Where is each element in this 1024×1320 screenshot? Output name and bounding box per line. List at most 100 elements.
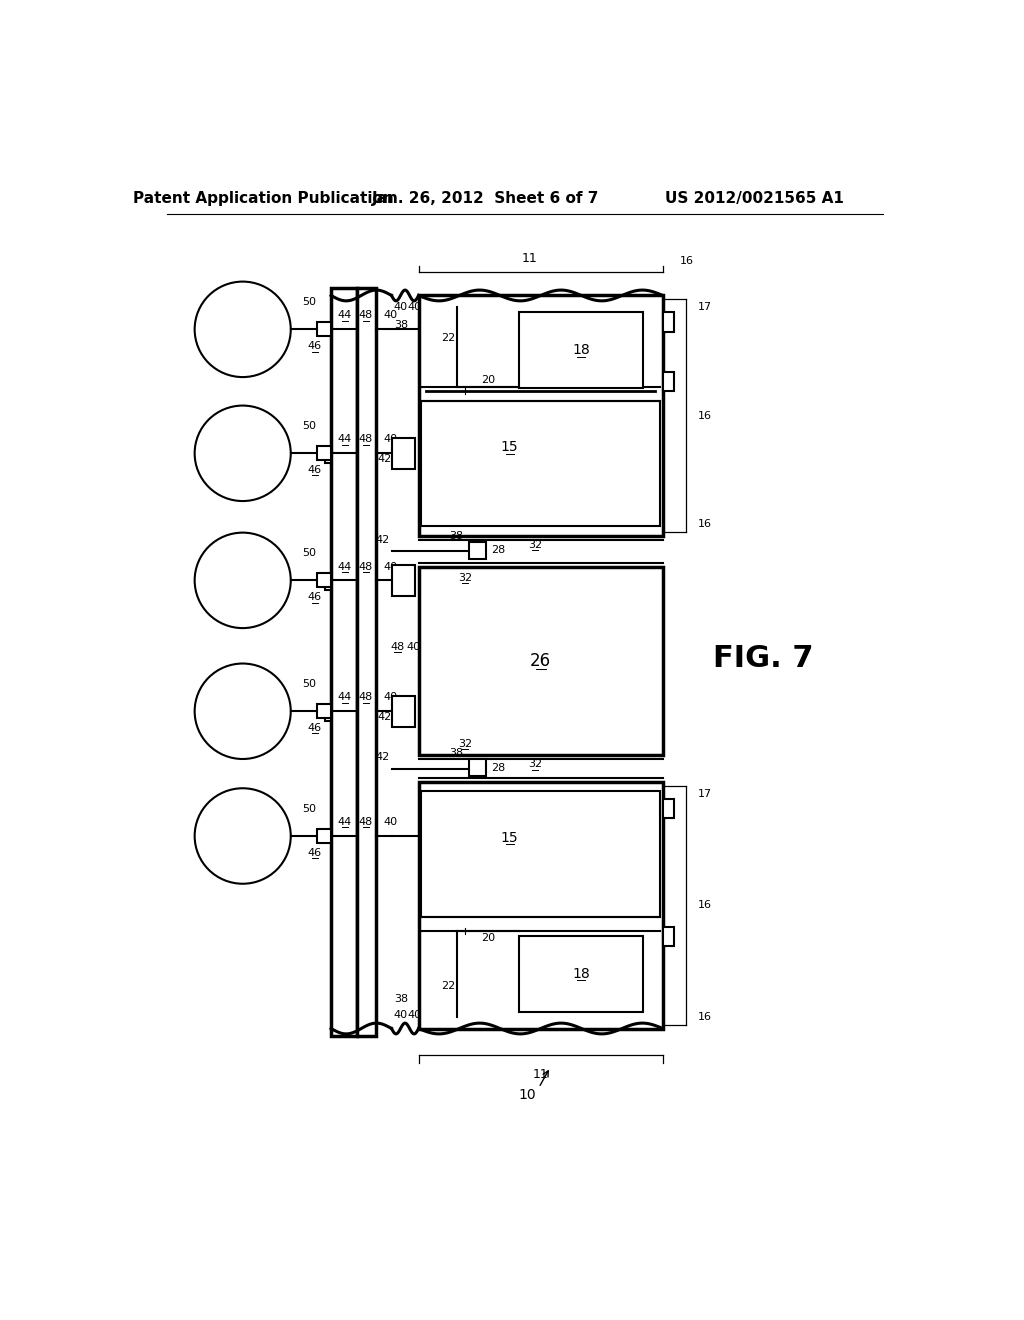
Text: US 2012/0021565 A1: US 2012/0021565 A1 — [665, 191, 844, 206]
Bar — [356, 288, 376, 1036]
Text: 22: 22 — [441, 981, 456, 991]
Bar — [391, 438, 415, 469]
Text: 40: 40 — [394, 302, 408, 312]
Text: 16: 16 — [697, 1012, 712, 1022]
Text: 26: 26 — [530, 652, 551, 669]
Text: 22: 22 — [441, 333, 456, 343]
Bar — [469, 759, 486, 776]
Bar — [421, 401, 660, 527]
Text: 52: 52 — [233, 833, 252, 847]
Text: 50: 50 — [302, 548, 316, 558]
Bar — [419, 296, 663, 536]
Text: 15: 15 — [501, 440, 518, 454]
Text: 32: 32 — [458, 739, 472, 748]
Text: 18: 18 — [572, 343, 590, 358]
Bar — [421, 792, 660, 917]
Text: 48: 48 — [358, 817, 373, 828]
Text: 32: 32 — [527, 540, 542, 550]
Text: FIG. 7: FIG. 7 — [714, 644, 814, 673]
Text: 48: 48 — [358, 561, 373, 572]
Text: 48: 48 — [358, 310, 373, 321]
Bar — [317, 446, 331, 461]
Text: 50: 50 — [302, 804, 316, 814]
Text: 44: 44 — [338, 310, 352, 321]
Text: 10: 10 — [518, 1089, 536, 1102]
Text: 46: 46 — [308, 342, 322, 351]
Text: 15: 15 — [501, 830, 518, 845]
Bar — [325, 574, 331, 590]
Text: 40: 40 — [384, 310, 398, 321]
Bar — [663, 927, 675, 946]
Text: 38: 38 — [450, 748, 464, 758]
Text: 28: 28 — [492, 545, 506, 556]
Text: 52: 52 — [233, 450, 252, 465]
Text: 32: 32 — [527, 759, 542, 770]
Text: 16: 16 — [697, 411, 712, 421]
Text: 48: 48 — [358, 434, 373, 445]
Text: 44: 44 — [338, 434, 352, 445]
Text: 20: 20 — [481, 375, 496, 385]
Bar — [317, 573, 331, 587]
Bar — [419, 781, 663, 1028]
Text: 38: 38 — [394, 319, 408, 330]
Text: 11: 11 — [532, 1068, 549, 1081]
Text: 17: 17 — [697, 302, 712, 312]
Bar — [331, 288, 356, 1036]
Text: 42: 42 — [375, 535, 389, 545]
Text: 38: 38 — [394, 994, 408, 1005]
Text: 48: 48 — [390, 642, 404, 652]
Text: 40: 40 — [384, 561, 398, 572]
Circle shape — [195, 664, 291, 759]
Bar — [325, 447, 331, 462]
Text: 44: 44 — [338, 817, 352, 828]
Text: 17: 17 — [697, 788, 712, 799]
Bar — [317, 829, 331, 843]
Bar — [663, 799, 675, 818]
Bar — [519, 936, 643, 1011]
Text: 16: 16 — [697, 900, 712, 911]
Bar — [325, 705, 331, 721]
Text: 46: 46 — [308, 847, 322, 858]
Text: 44: 44 — [338, 693, 352, 702]
Bar — [391, 696, 415, 726]
Text: 40: 40 — [408, 1010, 422, 1019]
Text: 18: 18 — [572, 966, 590, 981]
Text: Patent Application Publication: Patent Application Publication — [133, 191, 394, 206]
Text: 16: 16 — [680, 256, 694, 265]
Circle shape — [195, 788, 291, 884]
Text: 42: 42 — [378, 713, 392, 722]
Text: 20: 20 — [481, 933, 496, 942]
Text: 38: 38 — [450, 531, 464, 541]
Bar — [519, 313, 643, 388]
Text: 44: 44 — [338, 561, 352, 572]
Text: 48: 48 — [358, 693, 373, 702]
Bar — [391, 565, 415, 595]
Bar — [419, 566, 663, 755]
Text: 16: 16 — [697, 519, 712, 529]
Bar — [663, 313, 675, 331]
Text: 52: 52 — [233, 577, 252, 591]
Circle shape — [195, 281, 291, 378]
Text: 28: 28 — [492, 763, 506, 772]
Text: 46: 46 — [308, 465, 322, 475]
Text: 52: 52 — [233, 708, 252, 722]
Text: 40: 40 — [384, 817, 398, 828]
Text: 50: 50 — [302, 297, 316, 308]
Circle shape — [195, 532, 291, 628]
Text: 52: 52 — [233, 326, 252, 341]
Text: 40: 40 — [408, 302, 422, 312]
Text: 42: 42 — [375, 752, 389, 762]
Circle shape — [195, 405, 291, 502]
Text: 42: 42 — [378, 454, 392, 465]
Text: 11: 11 — [521, 252, 537, 265]
Text: 40: 40 — [407, 642, 420, 652]
Text: Jan. 26, 2012  Sheet 6 of 7: Jan. 26, 2012 Sheet 6 of 7 — [373, 191, 600, 206]
Bar — [317, 322, 331, 337]
Text: 40: 40 — [384, 434, 398, 445]
Text: 32: 32 — [458, 573, 472, 583]
Text: 46: 46 — [308, 723, 322, 733]
Text: 46: 46 — [308, 593, 322, 602]
Text: 40: 40 — [384, 693, 398, 702]
Text: 50: 50 — [302, 680, 316, 689]
Bar — [317, 705, 331, 718]
